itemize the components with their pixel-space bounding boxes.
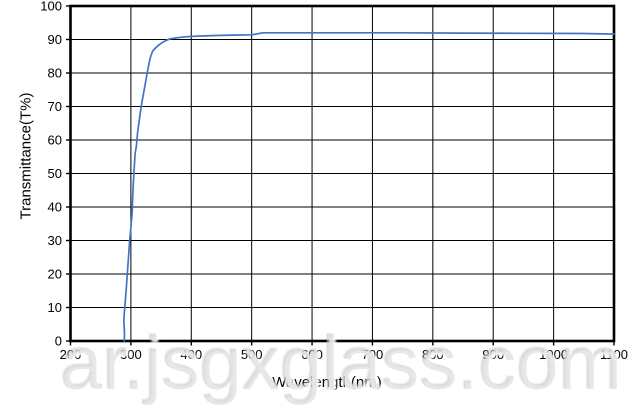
y-tick-label: 10 <box>48 300 62 315</box>
y-tick-label: 0 <box>55 334 62 349</box>
x-tick-label: 300 <box>120 347 142 362</box>
x-tick-label: 700 <box>362 347 384 362</box>
transmittance-curve <box>123 31 615 342</box>
y-axis-title: Transmittance(T%) <box>17 92 35 220</box>
x-tick-label: 800 <box>422 347 444 362</box>
y-tick-label: 80 <box>48 66 62 81</box>
x-tick-label: 400 <box>180 347 202 362</box>
y-tick-label: 20 <box>48 267 62 282</box>
x-tick-label: 900 <box>482 347 504 362</box>
x-tick-label: 600 <box>301 347 323 362</box>
x-tick-label: 1000 <box>539 347 568 362</box>
x-tick-label: 200 <box>60 347 82 362</box>
y-tick-label: 60 <box>48 133 62 148</box>
y-tick-label: 90 <box>48 32 62 47</box>
y-tick-label: 100 <box>40 0 62 14</box>
y-tick-label: 30 <box>48 233 62 248</box>
y-tick-label: 70 <box>48 99 62 114</box>
y-tick-label: 40 <box>48 200 62 215</box>
x-tick-label: 500 <box>241 347 263 362</box>
x-axis-title: Wavelength(nm) <box>272 374 382 391</box>
x-tick-label: 1100 <box>600 347 628 362</box>
y-tick-label: 50 <box>48 166 62 181</box>
plot-border <box>69 4 616 343</box>
